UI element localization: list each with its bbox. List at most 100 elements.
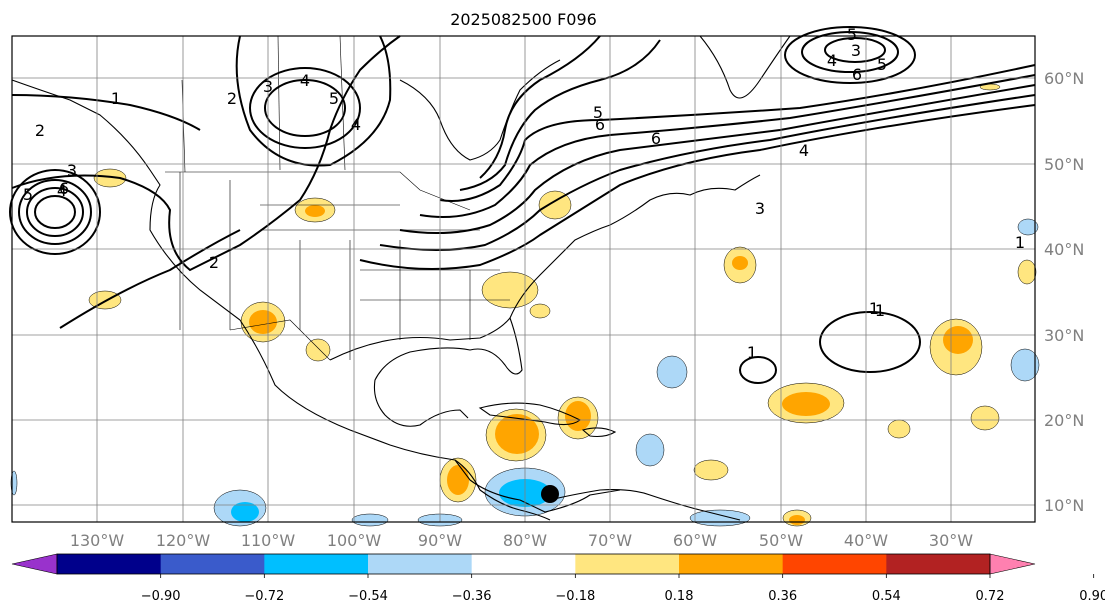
- contour-label: 5: [877, 55, 887, 74]
- contour-label: 3: [755, 199, 765, 218]
- colorbar-tick-label: 0.18: [665, 589, 694, 604]
- longitude-label: 70°W: [588, 531, 632, 550]
- contour-label: 4: [300, 71, 310, 90]
- contour-label: 1: [875, 301, 885, 320]
- latitude-label: 60°N: [1044, 69, 1084, 88]
- contour-label: 3: [67, 161, 77, 180]
- contour-label: 2: [209, 253, 219, 272]
- colorbar-segment: [782, 554, 887, 574]
- colorbar-segment: [471, 554, 576, 574]
- anomaly-blob: [732, 256, 748, 270]
- colorbar-segment: [575, 554, 680, 574]
- colorbar-tick-label: −0.72: [244, 589, 284, 604]
- contour-label: 1: [1015, 233, 1025, 252]
- colorbar-extend-high: [989, 553, 1036, 575]
- colorbar-tick-label: 0.90: [1079, 589, 1105, 604]
- colorbar-tick-label: 0.36: [768, 589, 797, 604]
- contour-label: 5: [847, 25, 857, 44]
- anomaly-blob: [565, 401, 591, 431]
- longitude-label: 80°W: [503, 531, 547, 550]
- longitude-label: 100°W: [327, 531, 382, 550]
- anomaly-blob: [689, 509, 751, 527]
- colorbar-tick-label: −0.18: [555, 589, 595, 604]
- contour-label: 6: [595, 115, 605, 134]
- anomaly-blob: [231, 502, 259, 522]
- latitude-label: 50°N: [1044, 155, 1084, 174]
- anomaly-blob: [782, 392, 830, 416]
- colorbar-segment: [264, 554, 369, 574]
- longitude-label: 130°W: [70, 531, 125, 550]
- anomaly-blob: [635, 433, 665, 467]
- longitude-label: 30°W: [929, 531, 973, 550]
- anomaly-blob: [887, 419, 911, 439]
- colorbar-tick-label: −0.90: [141, 589, 181, 604]
- anomaly-blob: [495, 414, 539, 454]
- anomaly-blob: [656, 355, 688, 389]
- anomaly-blob: [1017, 259, 1037, 285]
- anomaly-blob: [789, 515, 805, 525]
- anomaly-blob: [88, 290, 122, 310]
- contour-label: 2: [227, 89, 237, 108]
- anomaly-blob: [93, 168, 127, 188]
- colorbar: [11, 553, 1036, 575]
- colorbar-segment: [160, 554, 265, 574]
- contour-label: 5: [329, 89, 339, 108]
- latitude-label: 10°N: [1044, 496, 1084, 515]
- anomaly-blob: [538, 190, 572, 220]
- anomaly-blob: [249, 310, 277, 334]
- latitude-label: 40°N: [1044, 240, 1084, 259]
- latitude-label: 20°N: [1044, 411, 1084, 430]
- contour-label: 6: [651, 129, 661, 148]
- anomaly-blob: [529, 303, 551, 319]
- storm-position-marker: [541, 485, 559, 503]
- colorbar-segment: [57, 554, 162, 574]
- map-frame: [11, 35, 1036, 523]
- colorbar-outline: [56, 553, 991, 575]
- longitude-label: 50°W: [759, 531, 803, 550]
- anomaly-blob: [305, 205, 325, 217]
- longitude-label: 120°W: [156, 531, 211, 550]
- latitude-label: 30°N: [1044, 326, 1084, 345]
- contour-label: 1: [869, 299, 879, 318]
- colorbar-tick-label: 0.54: [872, 589, 901, 604]
- colorbar-segment: [679, 554, 784, 574]
- colorbar-tick-label: −0.54: [348, 589, 388, 604]
- anomaly-blob: [1017, 218, 1039, 236]
- longitude-label: 90°W: [418, 531, 462, 550]
- longitude-label: 110°W: [241, 531, 296, 550]
- contour-label: 4: [57, 181, 67, 200]
- longitude-label: 40°W: [844, 531, 888, 550]
- contour-label: 5: [593, 103, 603, 122]
- contour-label: 6: [59, 179, 69, 198]
- contour-label: 1: [111, 89, 121, 108]
- coastlines: [11, 35, 791, 521]
- contour-label: 1: [747, 343, 757, 362]
- contour-label: 4: [827, 51, 837, 70]
- latitude-labels: 60°N 50°N 40°N 30°N 20°N 10°N: [1044, 69, 1084, 515]
- colorbar-segment: [886, 554, 991, 574]
- contour-label: 4: [799, 141, 809, 160]
- contour-lines: [9, 26, 1036, 384]
- anomaly-blob: [1010, 348, 1040, 382]
- colorbar-segment: [368, 554, 473, 574]
- colorbar-extend-low: [11, 553, 58, 575]
- contour-label: 2: [35, 121, 45, 140]
- colorbar-tick-label: 0.72: [976, 589, 1005, 604]
- anomaly-blob: [305, 338, 331, 362]
- longitude-labels: 130°W 120°W 110°W 100°W 90°W 80°W 70°W 60°W 50°W…: [70, 531, 973, 550]
- anomaly-blob: [970, 405, 1000, 431]
- contour-label: 5: [23, 185, 33, 204]
- anomaly-blob: [447, 465, 469, 495]
- contour-label: 3: [263, 77, 273, 96]
- anomaly-blob: [351, 513, 389, 527]
- longitude-label: 60°W: [673, 531, 717, 550]
- colorbar-tick-labels: −0.90 −0.72 −0.54 −0.36 −0.18 0.18 0.36 0.54 0.7…: [141, 574, 1105, 604]
- contour-label: 4: [351, 115, 361, 134]
- anomaly-blob: [943, 326, 973, 354]
- anomaly-blob: [693, 459, 729, 481]
- contour-label: 3: [851, 41, 861, 60]
- lat-lon-grid: [12, 36, 1035, 522]
- contour-label: 6: [852, 65, 862, 84]
